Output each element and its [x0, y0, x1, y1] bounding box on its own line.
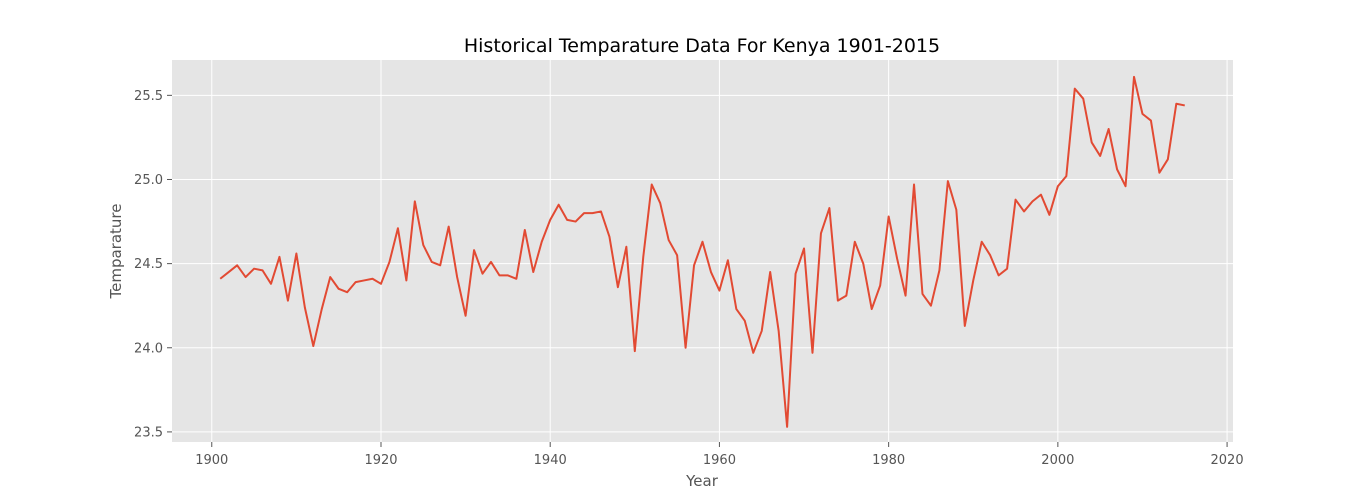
- y-axis-label: Temparature: [107, 204, 125, 300]
- series-line: [219, 75, 1185, 428]
- y-tick-label: 24.5: [134, 257, 163, 272]
- x-axis-label: Year: [685, 472, 719, 490]
- y-tick-label: 23.5: [134, 425, 163, 440]
- x-tick-label: 2000: [1041, 453, 1074, 468]
- grid-lines: [172, 60, 1233, 442]
- y-tick-label: 24.0: [134, 341, 163, 356]
- x-tick-label: 1980: [872, 453, 905, 468]
- x-axis-ticks: 1900 1920 1940 1960 1980 2000 2020: [195, 442, 1244, 468]
- x-tick-label: 1920: [364, 453, 397, 468]
- y-tick-label: 25.0: [134, 173, 163, 188]
- chart-title: Historical Temparature Data For Kenya 19…: [464, 35, 940, 57]
- x-tick-label: 1940: [534, 453, 567, 468]
- x-tick-label: 2020: [1211, 453, 1244, 468]
- plot-area: [172, 60, 1233, 442]
- x-tick-label: 1960: [703, 453, 736, 468]
- y-axis-ticks: 23.5 24.0 24.5 25.0 25.5: [134, 89, 172, 440]
- y-tick-label: 25.5: [134, 89, 163, 104]
- x-tick-label: 1900: [195, 453, 228, 468]
